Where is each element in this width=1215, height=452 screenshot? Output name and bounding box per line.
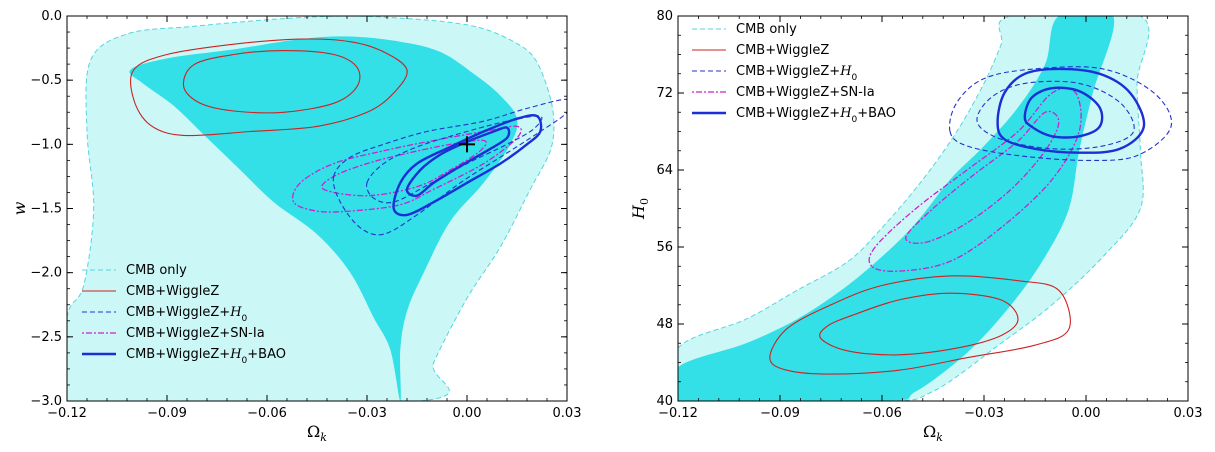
x-tick-label: 0.00 — [453, 406, 482, 421]
plot-area — [67, 16, 567, 401]
contour-cmb-inner — [678, 16, 1115, 401]
contour-h0-outer — [332, 98, 567, 236]
contour-cmb-inner — [129, 36, 518, 401]
legend-label-cmb: CMB only — [126, 263, 187, 278]
y-tick-label: 72 — [656, 86, 673, 101]
y-tick-label: 80 — [656, 9, 673, 24]
y-tick-label: −1.5 — [30, 202, 62, 217]
y-tick-label: 56 — [656, 240, 673, 255]
y-tick-label: −2.5 — [30, 330, 62, 345]
legend: CMB only CMB+WiggleZ CMB+WiggleZ+H0 CMB+Wig… — [82, 263, 286, 366]
legend-label-h0: CMB+WiggleZ+H0 — [736, 64, 858, 83]
plot-area — [678, 16, 1173, 401]
y-tick-label: 48 — [656, 317, 673, 332]
y-tick-label: 64 — [656, 163, 673, 178]
x-tick-label: −0.09 — [760, 406, 800, 421]
x-tick-label: −0.06 — [862, 406, 902, 421]
legend-label-sn: CMB+WiggleZ+SN-Ia — [126, 326, 265, 341]
x-tick-label: −0.03 — [964, 406, 1004, 421]
contour-sn-outer — [868, 87, 1082, 272]
y-tick-label: −2.0 — [30, 266, 62, 281]
fiducial-plus-marker — [459, 136, 475, 153]
contour-bao-inner — [1023, 86, 1104, 139]
contour-sn-outer — [291, 125, 522, 213]
legend-label-bao: CMB+WiggleZ+H0+BAO — [736, 106, 896, 125]
contour-wz-inner — [819, 292, 1019, 356]
contour-sn-inner — [321, 139, 487, 197]
panel-left-w-vs-omegak: −0.12 −0.09 −0.06 −0.03 0.00 0.03 −3.0 −2.5 −2.0… — [10, 9, 581, 444]
legend-label-h0: CMB+WiggleZ+H0 — [126, 305, 248, 324]
panel-right-h0-vs-omegak: −0.12 −0.09 −0.06 −0.03 0.00 0.03 40 48 56 64 72 80… — [629, 9, 1203, 444]
x-tick-label: −0.12 — [47, 406, 87, 421]
y-tick-label: −1.0 — [30, 137, 62, 152]
y-tick-label: 40 — [656, 394, 673, 409]
y-axis-label: w — [10, 201, 29, 215]
x-tick-label: −0.09 — [147, 406, 187, 421]
x-tick-label: 0.00 — [1072, 406, 1101, 421]
x-tick-label: 0.03 — [553, 406, 582, 421]
y-tick-label: 0.0 — [41, 9, 62, 24]
x-tick-label: 0.03 — [1174, 406, 1203, 421]
contour-h0-inner — [976, 80, 1135, 150]
contour-bao-outer — [996, 67, 1146, 154]
legend-label-wz: CMB+WiggleZ — [126, 284, 219, 299]
contour-h0-outer — [948, 66, 1173, 161]
x-tick-label: −0.12 — [658, 406, 698, 421]
x-axis-label: Ωk — [307, 422, 327, 444]
contour-wz-outer — [769, 275, 1071, 375]
legend-label-bao: CMB+WiggleZ+H0+BAO — [126, 347, 286, 366]
contour-wz-inner — [182, 50, 361, 114]
contour-sn-inner — [905, 110, 1060, 244]
legend-label-sn: CMB+WiggleZ+SN-Ia — [736, 85, 875, 100]
x-axis-label: Ωk — [923, 422, 943, 444]
contour-wz-outer — [129, 38, 408, 137]
y-axis-label: H0 — [629, 198, 651, 220]
legend-label-wz: CMB+WiggleZ — [736, 43, 829, 58]
legend: CMB only CMB+WiggleZ CMB+WiggleZ+H0 CMB+Wig… — [692, 22, 896, 125]
x-tick-label: −0.03 — [347, 406, 387, 421]
x-tick-label: −0.06 — [247, 406, 287, 421]
contour-bao-inner — [405, 126, 511, 198]
legend-label-cmb: CMB only — [736, 22, 797, 37]
y-tick-label: −3.0 — [30, 394, 62, 409]
contour-bao-outer — [392, 114, 543, 217]
y-tick-label: −0.5 — [30, 73, 62, 88]
